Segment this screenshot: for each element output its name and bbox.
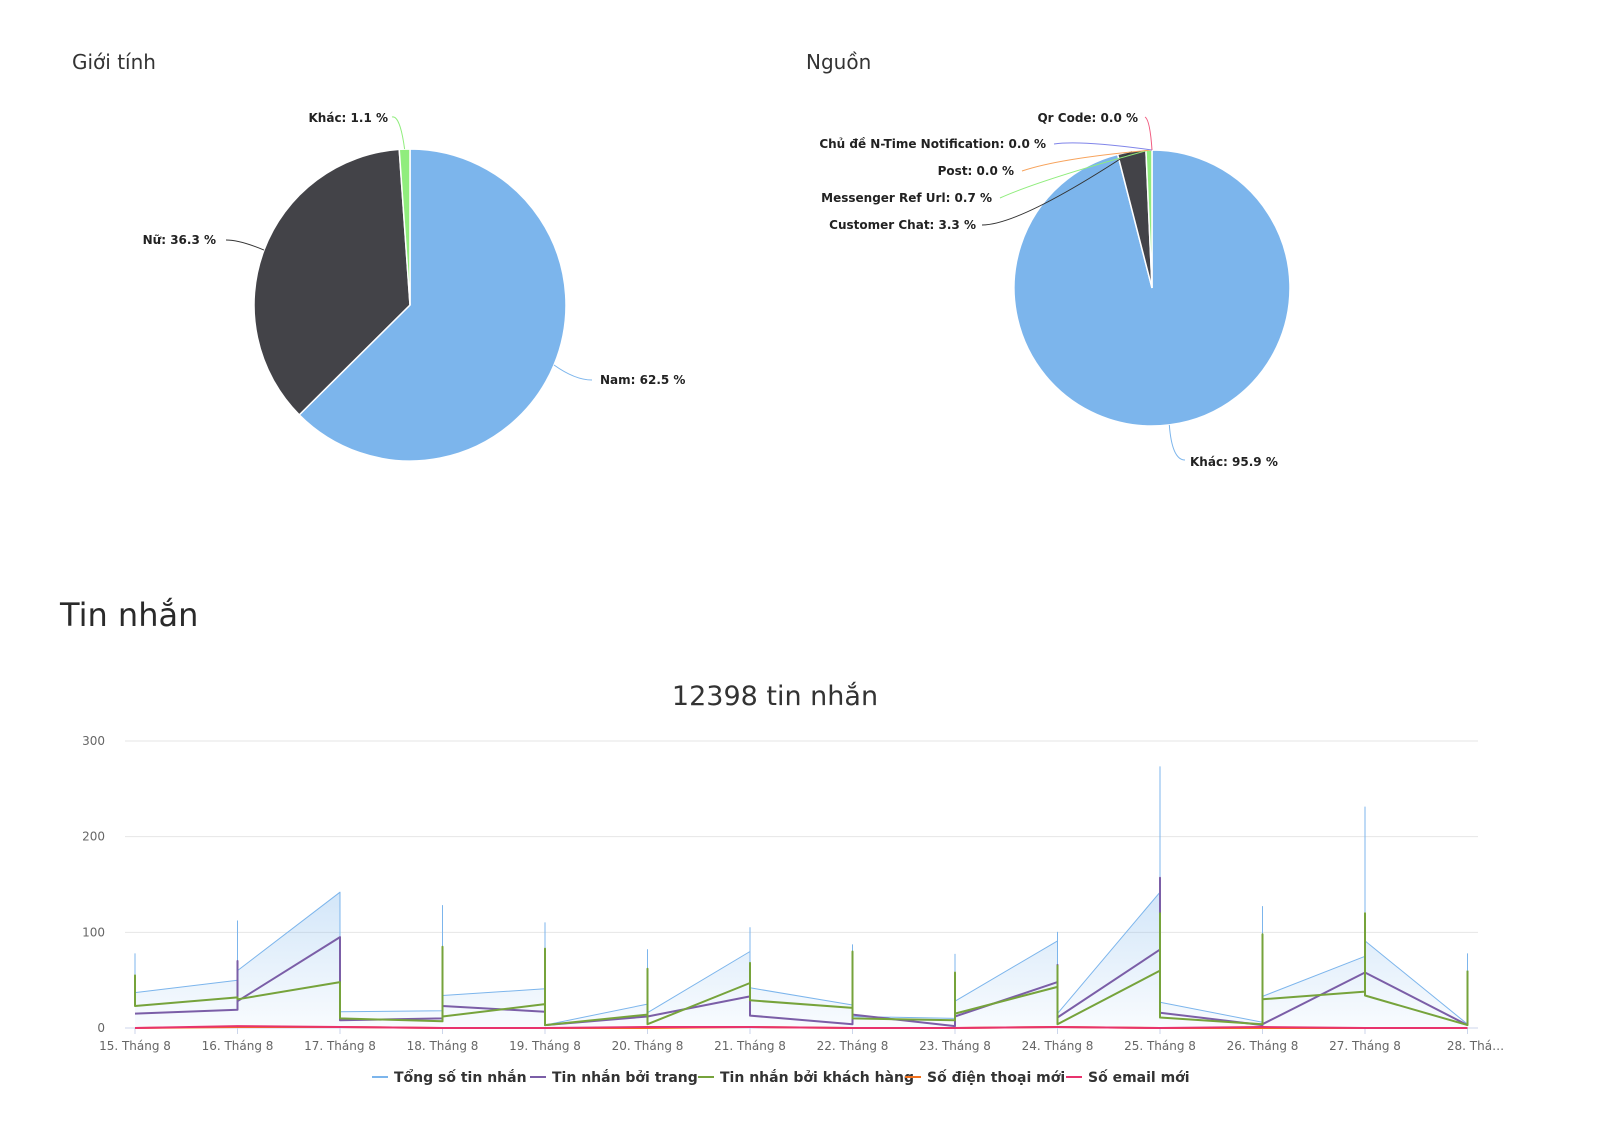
source-pie-connector <box>1053 142 1153 151</box>
source-pie-data-label: Post: 0.0 % <box>938 164 1014 178</box>
source-pie-data-label: Qr Code: 0.0 % <box>1037 111 1138 125</box>
messages-chart-title: 12398 tin nhắn <box>672 681 878 712</box>
source-pie-connector <box>1021 149 1153 172</box>
y-tick-label: 100 <box>82 925 105 939</box>
source-pie-connector <box>999 149 1150 199</box>
gender-pie-chart[interactable]: Nam: 62.5 % Nữ: 36.3 % Khác: 1.1 % <box>0 80 740 600</box>
legend-item-label[interactable]: Tin nhắn bởi khách hàng <box>720 1069 914 1086</box>
gender-pie-connector <box>391 116 406 150</box>
gender-pie-slice-n-[interactable] <box>253 148 411 416</box>
x-tick-label: 16. Tháng 8 <box>202 1039 274 1053</box>
gender-pie-slice-nam[interactable] <box>298 148 567 462</box>
y-tick-label: 0 <box>97 1021 105 1035</box>
source-pie-connector <box>1168 424 1186 461</box>
gender-pie-data-label: Nam: 62.5 % <box>600 373 685 387</box>
gender-pie-data-label: Khác: 1.1 % <box>309 111 389 125</box>
source-pie-data-label: Customer Chat: 3.3 % <box>829 218 976 232</box>
messages-line-chart[interactable]: 12398 tin nhắn 0 100 200 300 15. Tháng 8 16. T… <box>0 660 1600 1130</box>
series-line-4[interactable] <box>134 1025 1468 1029</box>
legend-item-label[interactable]: Số điện thoại mới <box>927 1069 1065 1086</box>
legend-item-label[interactable]: Tin nhắn bởi trang <box>552 1069 698 1086</box>
x-tick-label: 18. Tháng 8 <box>407 1039 479 1053</box>
series-area-total-messages <box>135 766 1468 1028</box>
x-tick-label: 17. Tháng 8 <box>304 1039 376 1053</box>
gender-pie-connector <box>553 364 593 381</box>
gender-pie-data-label: Nữ: 36.3 % <box>143 233 216 247</box>
x-tick-label: 19. Tháng 8 <box>509 1039 581 1053</box>
series-line-2[interactable] <box>134 912 1469 1027</box>
source-pie-connector <box>981 151 1132 226</box>
source-pie-connector <box>1144 116 1153 151</box>
legend-item-label[interactable]: Tổng số tin nhắn <box>394 1069 527 1086</box>
x-tick-label: 15. Tháng 8 <box>99 1039 171 1053</box>
x-tick-label: 28. Thá… <box>1447 1039 1504 1053</box>
source-chart-title: Nguồn <box>806 50 872 74</box>
source-pie-data-label: Messenger Ref Url: 0.7 % <box>821 191 992 205</box>
x-tick-label: 21. Tháng 8 <box>714 1039 786 1053</box>
messages-section-title: Tin nhắn <box>60 596 199 634</box>
source-pie-chart[interactable]: Khác: 95.9 % Customer Chat: 3.3 % Messenge… <box>760 80 1560 600</box>
x-tick-label: 23. Tháng 8 <box>919 1039 991 1053</box>
source-pie-data-label: Chủ đề N-Time Notification: 0.0 % <box>819 137 1046 151</box>
x-tick-label: 25. Tháng 8 <box>1124 1039 1196 1053</box>
source-pie-data-label: Khác: 95.9 % <box>1190 455 1278 469</box>
x-tick-label: 26. Tháng 8 <box>1227 1039 1299 1053</box>
gender-pie-connector <box>225 239 265 251</box>
gender-pie-slice-kh-c[interactable] <box>398 148 411 306</box>
legend-item-label[interactable]: Số email mới <box>1088 1069 1190 1086</box>
y-tick-label: 200 <box>82 830 105 844</box>
x-tick-label: 24. Tháng 8 <box>1022 1039 1094 1053</box>
x-tick-label: 27. Tháng 8 <box>1329 1039 1401 1053</box>
gender-chart-title: Giới tính <box>72 50 156 74</box>
x-tick-label: 20. Tháng 8 <box>612 1039 684 1053</box>
y-tick-label: 300 <box>82 734 105 748</box>
x-tick-label: 22. Tháng 8 <box>817 1039 889 1053</box>
